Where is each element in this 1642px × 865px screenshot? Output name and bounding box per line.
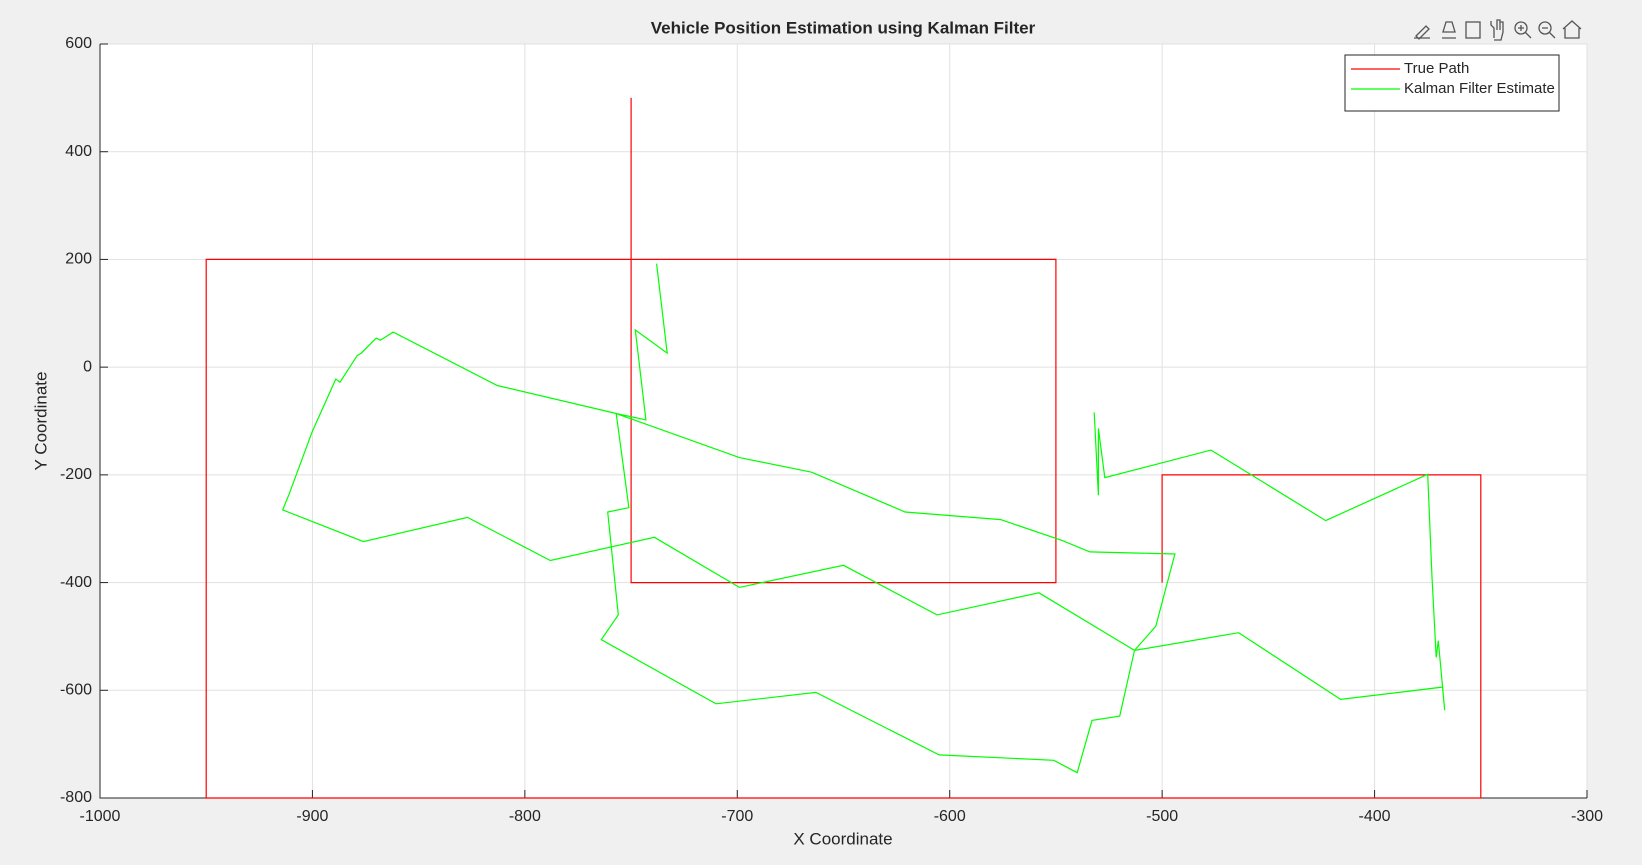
- zoom-in-icon[interactable]: [1514, 21, 1528, 35]
- y-tick-label: 0: [83, 358, 92, 375]
- series-line: [281, 263, 1446, 774]
- y-tick-label: 600: [65, 35, 92, 52]
- legend-box: [1344, 54, 1560, 112]
- x-tick-label: -500: [1146, 808, 1178, 825]
- y-tick-label: -600: [60, 682, 92, 699]
- chart-title: Vehicle Position Estimation using Kalman…: [651, 18, 1036, 37]
- y-tick-label: -200: [60, 466, 92, 483]
- brush-icon[interactable]: [1414, 25, 1430, 40]
- series-line: [205, 97, 1482, 799]
- zoom-out-icon[interactable]: [1538, 21, 1552, 35]
- x-tick-label: -800: [509, 808, 541, 825]
- y-tick-label: -800: [60, 789, 92, 806]
- datatip-icon[interactable]: [1442, 21, 1456, 39]
- pan-icon[interactable]: [1490, 19, 1504, 41]
- legend: True Path Kalman Filter Estimate: [1344, 54, 1560, 112]
- x-tick-label: -1000: [80, 808, 121, 825]
- y-tick-label: -400: [60, 574, 92, 591]
- legend-label: True Path: [1404, 60, 1469, 77]
- x-tick-label: -700: [721, 808, 753, 825]
- x-tick-label: -900: [296, 808, 328, 825]
- home-icon[interactable]: [1562, 20, 1582, 39]
- legend-label: Kalman Filter Estimate: [1404, 80, 1555, 97]
- toolbar: [1414, 19, 1582, 41]
- y-tick-label: 200: [65, 251, 92, 268]
- x-tick-label: -300: [1571, 808, 1603, 825]
- y-tick-label: 400: [65, 143, 92, 160]
- x-axis-label: X Coordinate: [793, 829, 892, 848]
- plot-area: [100, 44, 1587, 798]
- y-axis-label: Y Coordinate: [31, 372, 50, 471]
- legend-icon[interactable]: [1465, 21, 1481, 39]
- x-tick-label: -600: [934, 808, 966, 825]
- x-tick-label: -400: [1359, 808, 1391, 825]
